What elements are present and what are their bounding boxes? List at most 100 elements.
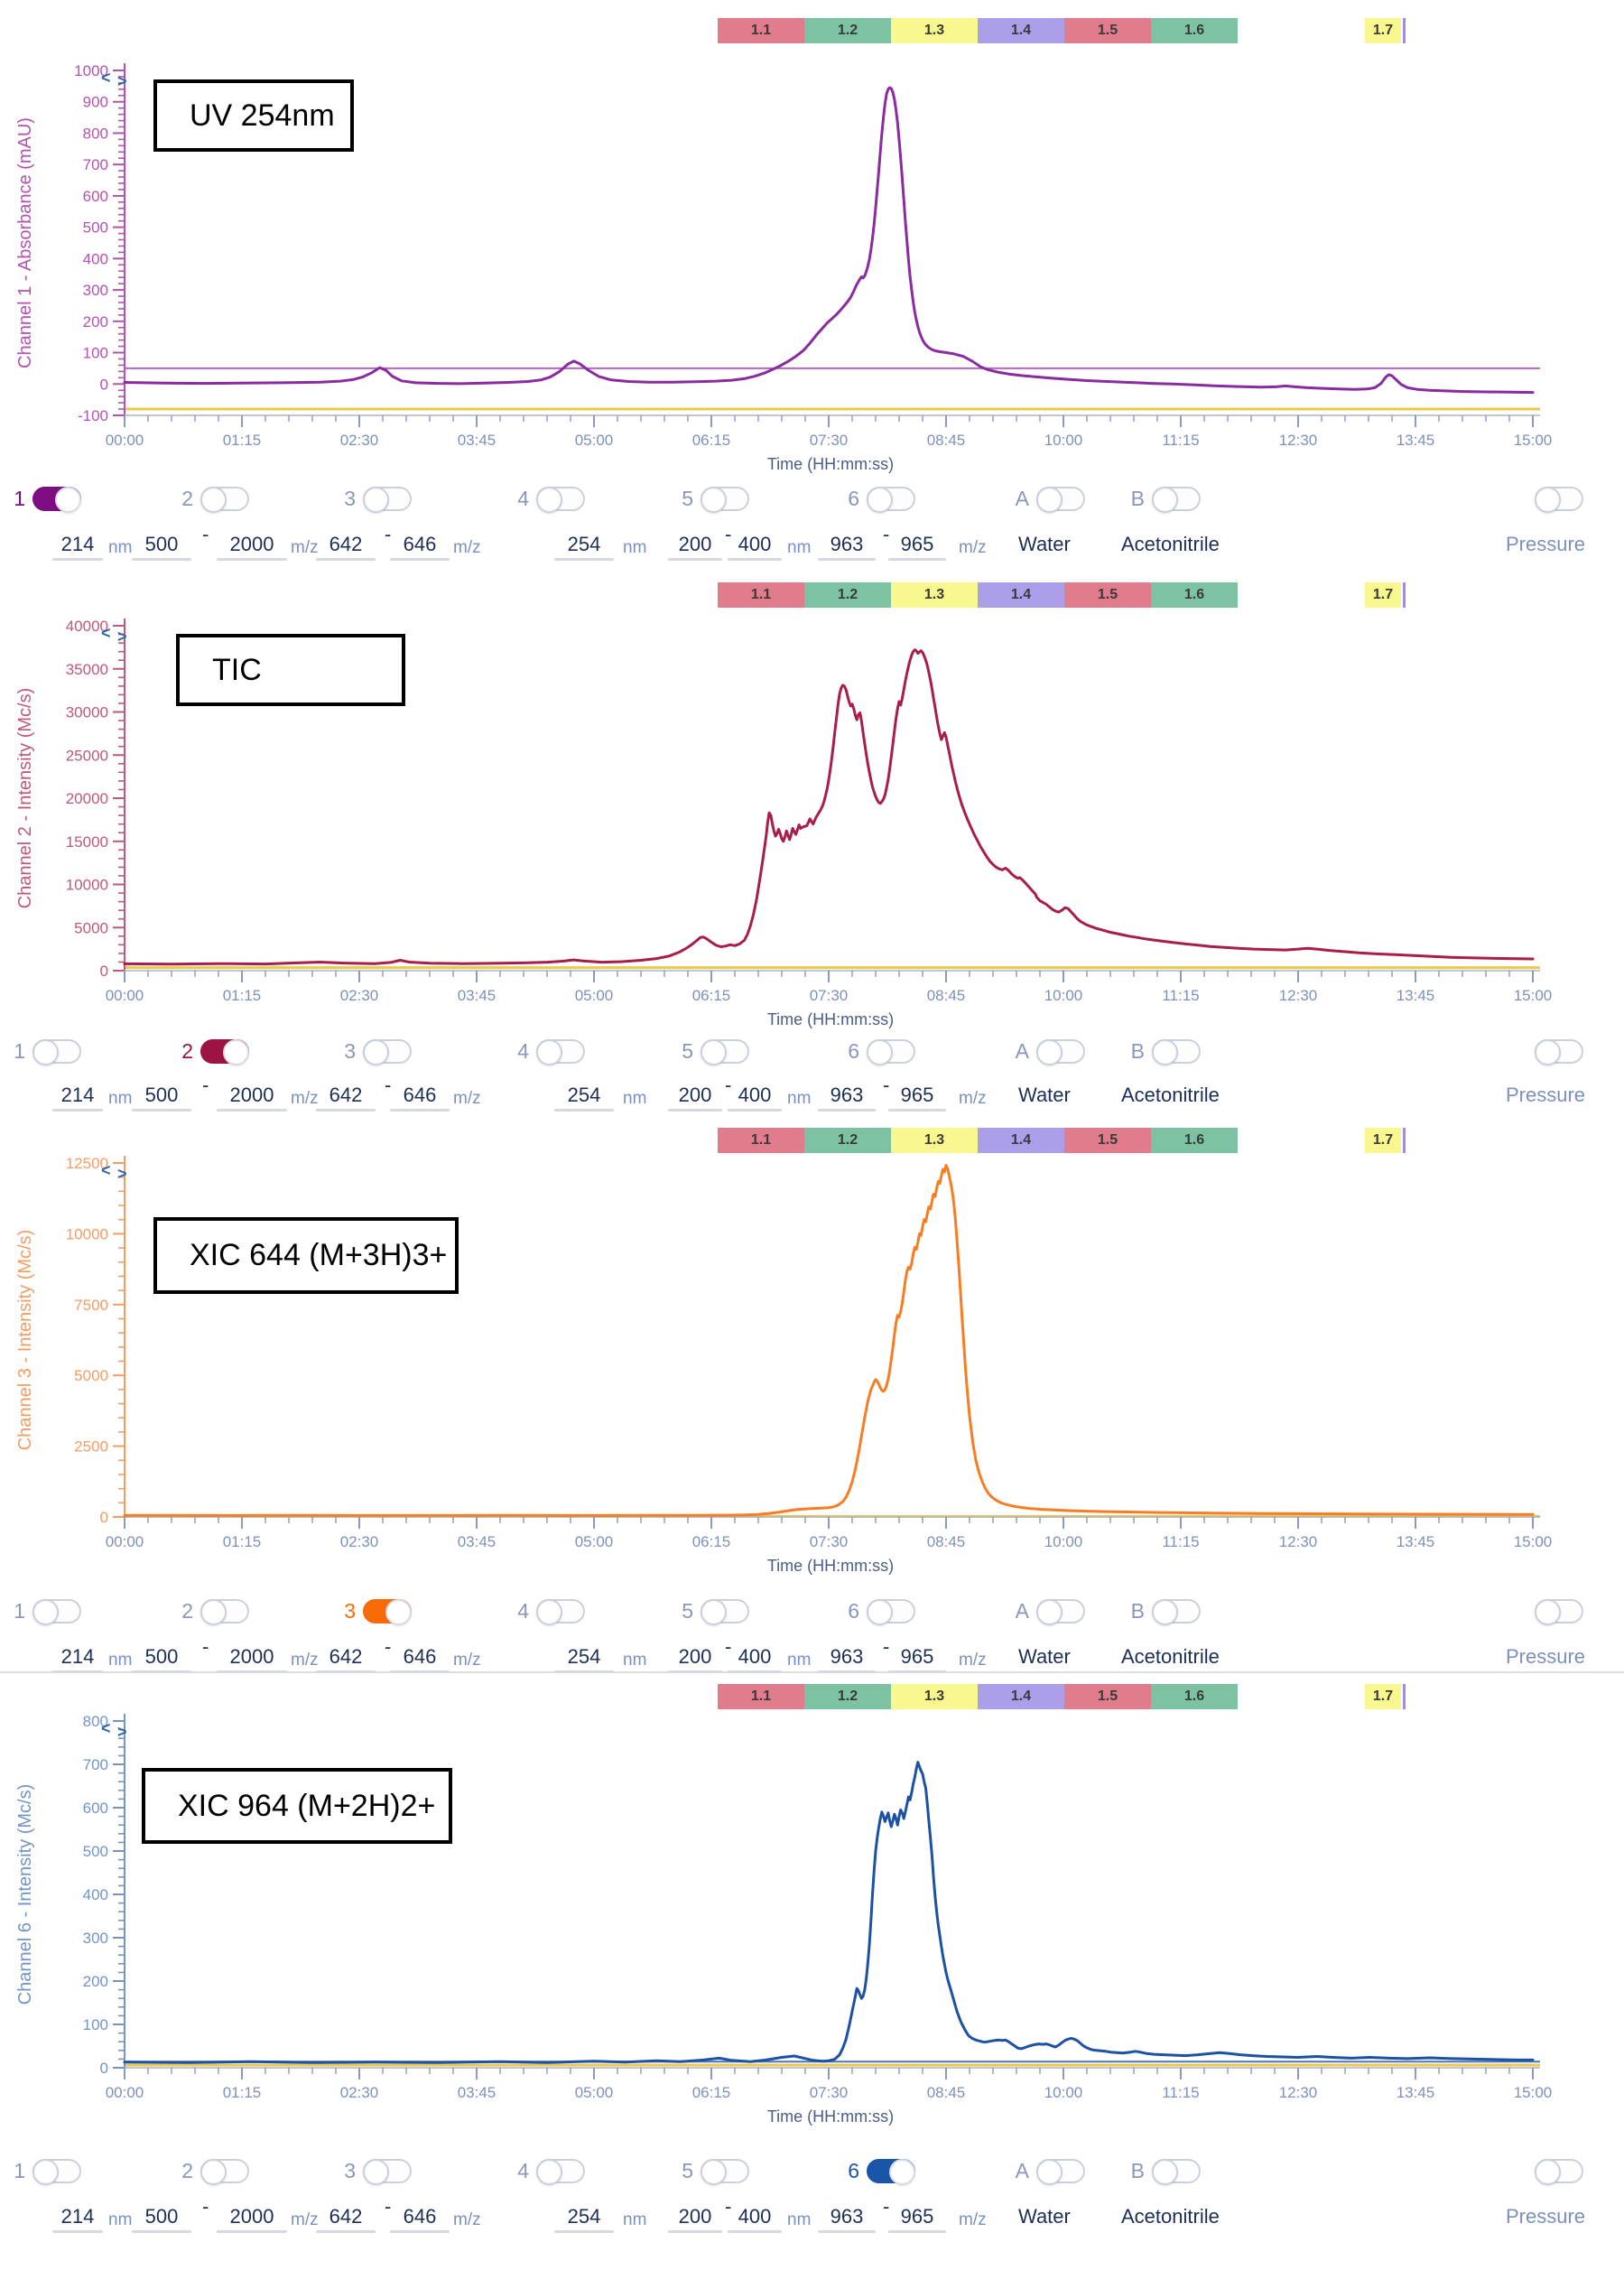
input-wl-range-from[interactable]: 200 bbox=[678, 1084, 712, 1106]
toggle-4[interactable] bbox=[536, 1599, 585, 1625]
toggle-pressure[interactable] bbox=[1535, 1599, 1583, 1625]
input-mz3-to[interactable]: 965 bbox=[900, 2205, 934, 2228]
toggle-knob bbox=[1535, 487, 1561, 513]
chart-title-box: XIC 964 (M+2H)2+ bbox=[142, 1768, 452, 1844]
toggle-1[interactable] bbox=[32, 487, 81, 513]
input-mz3-from[interactable]: 963 bbox=[830, 1084, 864, 1106]
x-tick-label: 13:45 bbox=[1397, 1533, 1435, 1550]
input-mz2-to[interactable]: 646 bbox=[403, 533, 437, 555]
toggle-2[interactable] bbox=[200, 1039, 249, 1065]
x-tick-label: 02:30 bbox=[340, 432, 379, 449]
time-axis-label: Time (HH:mm:ss) bbox=[767, 2107, 894, 2126]
input-wavelength-2[interactable]: 254 bbox=[567, 1084, 601, 1106]
toggle-pressure[interactable] bbox=[1535, 487, 1583, 513]
toggle-2[interactable] bbox=[200, 487, 249, 513]
input-mz3-from[interactable]: 963 bbox=[830, 1645, 864, 1668]
input-mz2-to[interactable]: 646 bbox=[403, 2205, 437, 2228]
toggle-5[interactable] bbox=[701, 1039, 749, 1065]
input-mz1-from[interactable]: 500 bbox=[144, 1645, 179, 1668]
input-wl-range-from[interactable]: 200 bbox=[678, 533, 712, 555]
input-wavelength-2[interactable]: 254 bbox=[567, 533, 601, 555]
y-tick-label: 600 bbox=[83, 1800, 108, 1817]
toggle-3[interactable] bbox=[363, 487, 412, 513]
toggle-1[interactable] bbox=[32, 1599, 81, 1625]
unit-nm: nm bbox=[787, 1651, 812, 1670]
toggle-B[interactable] bbox=[1152, 2159, 1201, 2185]
input-mz2-from[interactable]: 642 bbox=[329, 1084, 363, 1106]
pan-left-icon[interactable]: < bbox=[101, 624, 111, 642]
toggle-pressure[interactable] bbox=[1535, 1039, 1583, 1065]
input-mz2-from[interactable]: 642 bbox=[329, 2205, 363, 2228]
toggle-1[interactable] bbox=[32, 1039, 81, 1065]
toggle-5[interactable] bbox=[701, 1599, 749, 1625]
pan-left-icon[interactable]: < bbox=[101, 1719, 111, 1737]
input-mz3-from[interactable]: 963 bbox=[830, 2205, 864, 2228]
toggle-pressure[interactable] bbox=[1535, 2159, 1583, 2185]
toggle-5[interactable] bbox=[701, 2159, 749, 2185]
input-mz2-to[interactable]: 646 bbox=[403, 1084, 437, 1106]
pan-right-icon[interactable]: > bbox=[117, 628, 127, 646]
input-mz1-from[interactable]: 500 bbox=[144, 1084, 179, 1106]
pan-left-icon[interactable]: < bbox=[101, 1161, 111, 1179]
toggle-B[interactable] bbox=[1152, 1039, 1201, 1065]
segment-1.6: 1.6 bbox=[1151, 582, 1238, 608]
input-mz1-to[interactable]: 2000 bbox=[229, 1645, 274, 1668]
y-tick-label: 10000 bbox=[66, 877, 108, 894]
pan-right-icon[interactable]: > bbox=[117, 72, 127, 90]
input-mz3-to[interactable]: 965 bbox=[900, 1645, 934, 1668]
input-mz3-to[interactable]: 965 bbox=[900, 533, 934, 555]
toggle-6[interactable] bbox=[867, 1039, 915, 1065]
toggle-4[interactable] bbox=[536, 2159, 585, 2185]
panel-divider bbox=[0, 1671, 1624, 1673]
input-mz1-from[interactable]: 500 bbox=[144, 533, 179, 555]
toggle-3[interactable] bbox=[363, 1039, 412, 1065]
toggle-A[interactable] bbox=[1036, 487, 1085, 513]
input-wl-range-to[interactable]: 400 bbox=[738, 2205, 772, 2228]
toggle-label-B: B bbox=[1130, 487, 1145, 510]
input-mz1-to[interactable]: 2000 bbox=[229, 533, 274, 555]
input-wl-range-from[interactable]: 200 bbox=[678, 1645, 712, 1668]
input-wavelength-1[interactable]: 214 bbox=[60, 1645, 95, 1668]
input-mz2-from[interactable]: 642 bbox=[329, 1645, 363, 1668]
pan-left-icon[interactable]: < bbox=[101, 69, 111, 87]
toggle-6[interactable] bbox=[867, 2159, 915, 2185]
toggle-6[interactable] bbox=[867, 1599, 915, 1625]
toggle-A[interactable] bbox=[1036, 1039, 1085, 1065]
toggle-3[interactable] bbox=[363, 1599, 412, 1625]
toggle-2[interactable] bbox=[200, 1599, 249, 1625]
input-mz3-to[interactable]: 965 bbox=[900, 1084, 934, 1106]
input-mz1-from[interactable]: 500 bbox=[144, 2205, 179, 2228]
toggle-4[interactable] bbox=[536, 1039, 585, 1065]
input-mz2-from[interactable]: 642 bbox=[329, 533, 363, 555]
x-tick-label: 12:30 bbox=[1279, 987, 1318, 1004]
input-mz3-from[interactable]: 963 bbox=[830, 533, 864, 555]
input-wavelength-1[interactable]: 214 bbox=[60, 2205, 95, 2228]
toggle-B[interactable] bbox=[1152, 487, 1201, 513]
range-separator: - bbox=[202, 2195, 209, 2218]
toggle-B[interactable] bbox=[1152, 1599, 1201, 1625]
input-wl-range-to[interactable]: 400 bbox=[738, 1645, 772, 1668]
toggle-4[interactable] bbox=[536, 487, 585, 513]
input-wavelength-2[interactable]: 254 bbox=[567, 1645, 601, 1668]
input-mz1-to[interactable]: 2000 bbox=[229, 1084, 274, 1106]
input-wavelength-1[interactable]: 214 bbox=[60, 1084, 95, 1106]
input-wl-range-to[interactable]: 400 bbox=[738, 533, 772, 555]
pan-right-icon[interactable]: > bbox=[117, 1723, 127, 1741]
toggle-A[interactable] bbox=[1036, 1599, 1085, 1625]
input-mz2-to[interactable]: 646 bbox=[403, 1645, 437, 1668]
pan-right-icon[interactable]: > bbox=[117, 1165, 127, 1183]
input-wl-range-to[interactable]: 400 bbox=[738, 1084, 772, 1106]
input-wavelength-1[interactable]: 214 bbox=[60, 533, 95, 555]
toggle-2[interactable] bbox=[200, 2159, 249, 2185]
y-tick-label: 800 bbox=[83, 1713, 108, 1730]
toggle-5[interactable] bbox=[701, 487, 749, 513]
toggle-1[interactable] bbox=[32, 2159, 81, 2185]
toggle-6[interactable] bbox=[867, 487, 915, 513]
input-mz1-to[interactable]: 2000 bbox=[229, 2205, 274, 2228]
input-wavelength-2[interactable]: 254 bbox=[567, 2205, 601, 2228]
input-wl-range-from[interactable]: 200 bbox=[678, 2205, 712, 2228]
segment-1.4: 1.4 bbox=[978, 18, 1064, 43]
toggle-3[interactable] bbox=[363, 2159, 412, 2185]
toggle-A[interactable] bbox=[1036, 2159, 1085, 2185]
segment-marker bbox=[1403, 1128, 1406, 1153]
